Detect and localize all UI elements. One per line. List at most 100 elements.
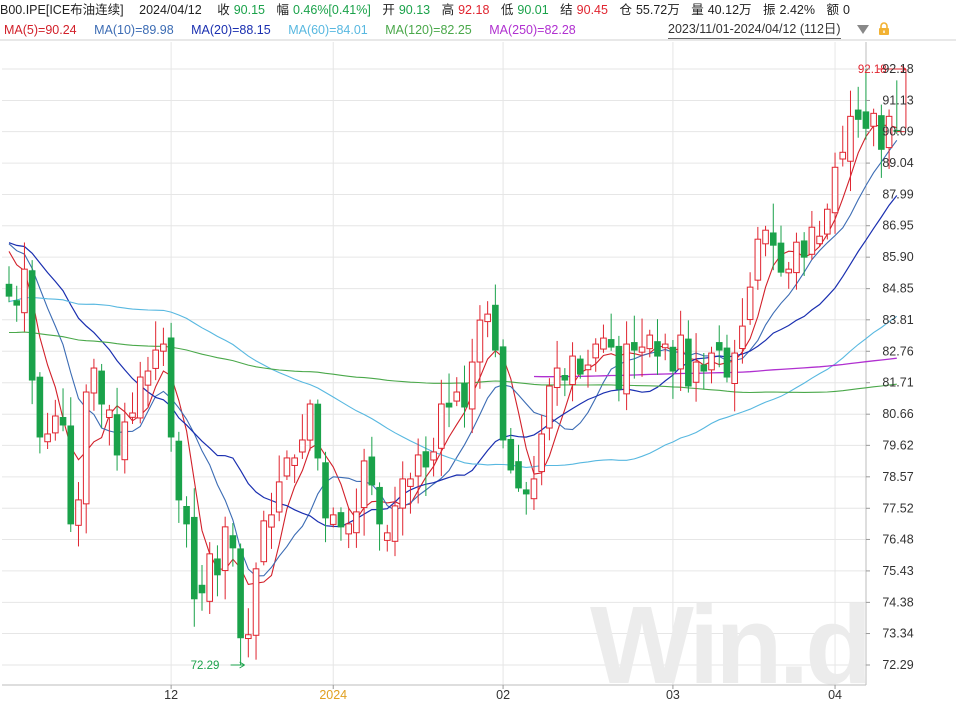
candle-body <box>229 535 237 549</box>
candle-body <box>569 355 576 386</box>
candle-body <box>268 514 275 528</box>
candle-body <box>522 489 530 495</box>
candle-body <box>515 461 522 489</box>
candle-body <box>438 403 445 449</box>
candle-body <box>399 478 407 509</box>
candle-body <box>121 421 129 461</box>
candle-body <box>878 115 885 150</box>
candle-body <box>414 454 422 477</box>
candle-body <box>206 553 214 602</box>
candle-body <box>376 486 383 525</box>
max-label: 92.18 <box>858 64 887 76</box>
extreme-annotations: 92.18 72.29 <box>191 64 907 672</box>
ma10-legend[interactable]: MA(10)=89.98 <box>94 23 174 37</box>
candle-body <box>762 229 769 245</box>
candle-body <box>631 342 638 351</box>
amount-label: 额 <box>826 3 839 17</box>
candle-body <box>793 241 800 274</box>
quote-info-bar: B00.IPE[ICE布油连续] 2024/04/12 收 90.15 幅 0.46… <box>0 0 956 20</box>
candles <box>5 69 901 665</box>
settle-label: 结 <box>560 3 573 17</box>
candle-body <box>862 111 870 129</box>
candle-body <box>646 334 654 350</box>
y-tick-label: 74.38 <box>882 595 913 609</box>
ma60-legend[interactable]: MA(60)=84.01 <box>288 23 368 37</box>
change-value: 0.46%[0.41%] <box>292 3 371 17</box>
ma10-line <box>8 139 898 577</box>
candle-body <box>623 343 630 395</box>
y-tick-label: 84.85 <box>882 282 913 296</box>
low-label: 低 <box>500 3 514 17</box>
candle-body <box>685 338 692 387</box>
ma5-legend[interactable]: MA(5)=90.24 <box>4 23 77 37</box>
candle-body <box>584 364 592 371</box>
lock-icon[interactable] <box>877 22 891 36</box>
candle-body <box>221 526 229 572</box>
candle-body <box>847 115 854 162</box>
y-tick-label: 80.66 <box>882 407 913 421</box>
symbol-name[interactable]: B00.IPE[ICE布油连续] <box>0 3 124 17</box>
candle-body <box>769 232 777 246</box>
candle-body <box>245 634 252 640</box>
candle-body <box>854 109 862 120</box>
high-value: 92.18 <box>458 3 490 17</box>
change-label: 幅 <box>276 3 289 17</box>
candle-body <box>345 523 352 535</box>
date-range-selector[interactable]: 2023/11/01-2024/04/12 (112日) <box>668 21 841 39</box>
ma-lines <box>8 124 898 586</box>
candle-body <box>44 433 51 443</box>
ma120-legend[interactable]: MA(120)=82.25 <box>385 23 472 37</box>
y-tick-label: 87.99 <box>882 188 913 202</box>
candle-body <box>777 242 785 273</box>
y-tick-label: 76.48 <box>882 532 913 546</box>
open-value: 90.13 <box>398 3 431 17</box>
x-tick-label: 2024 <box>319 688 347 702</box>
candle-body <box>260 520 268 563</box>
candle-body <box>592 343 600 359</box>
candle-body <box>167 337 175 438</box>
ma250-line <box>533 357 897 378</box>
candle-body <box>816 235 823 245</box>
volume-value: 40.12万 <box>707 3 752 17</box>
candle-body <box>175 440 183 501</box>
candle-body <box>538 433 545 473</box>
chevron-down-icon[interactable] <box>856 24 870 36</box>
amount-value: 0 <box>842 3 850 17</box>
high-label: 高 <box>441 3 455 17</box>
y-tick-label: 73.34 <box>882 627 913 641</box>
candle-body <box>731 352 738 384</box>
candle-body <box>144 370 152 386</box>
candle-body <box>28 270 36 381</box>
ma-legend: MA(5)=90.24 MA(10)=89.98 MA(20)=88.15 MA… <box>0 20 956 40</box>
candle-body <box>453 391 461 402</box>
y-tick-label: 75.43 <box>882 564 913 578</box>
candle-body <box>237 548 244 639</box>
ma20-line <box>8 195 898 528</box>
candle-body <box>715 342 723 351</box>
candle-body <box>461 383 468 408</box>
candle-body <box>831 166 839 214</box>
candle-body <box>808 226 816 255</box>
candle-body <box>638 346 646 353</box>
candle-body <box>530 478 538 500</box>
candle-body <box>136 376 144 419</box>
candle-body <box>106 409 113 418</box>
candle-body <box>484 313 491 323</box>
candle-body <box>67 425 75 525</box>
ma5-line <box>8 124 897 586</box>
candle-body <box>152 349 159 369</box>
ma250-legend[interactable]: MA(250)=82.28 <box>489 23 576 37</box>
candle-body <box>314 403 322 459</box>
candle-body <box>353 511 360 534</box>
ma20-legend[interactable]: MA(20)=88.15 <box>191 23 271 37</box>
candle-body <box>669 346 677 372</box>
candle-body <box>90 367 98 394</box>
candle-body <box>661 343 669 349</box>
oi-label: 仓 <box>619 3 632 17</box>
candle-body <box>507 438 515 471</box>
candle-body <box>13 300 21 306</box>
settle-value: 90.45 <box>576 3 608 17</box>
candle-body <box>299 439 306 453</box>
candle-body <box>754 238 762 281</box>
